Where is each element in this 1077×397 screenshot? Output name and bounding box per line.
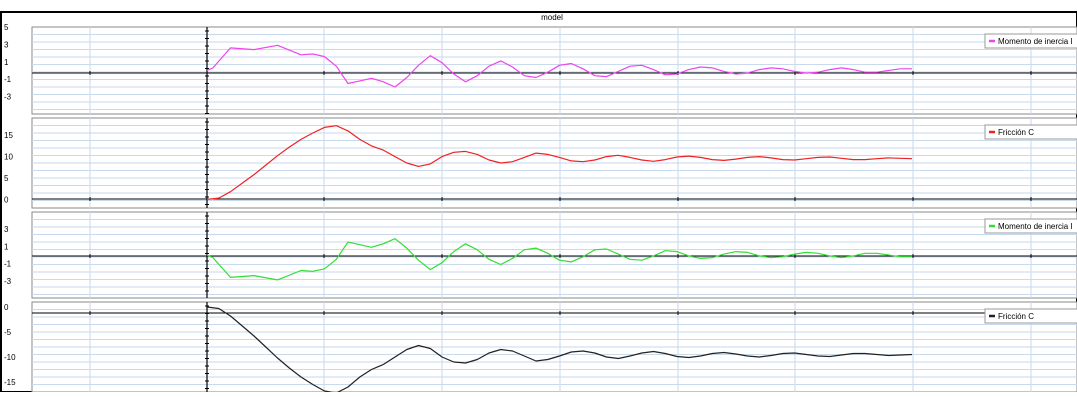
chart-panel-2: 15 10 5 0 Fricción C [4, 117, 1077, 209]
legend-box [984, 124, 1077, 140]
chart-panel-3: 3 1 -1 -3 Momento de inercia I [4, 211, 1077, 299]
series-line [206, 306, 913, 394]
y-tick-label: 1 [4, 242, 9, 251]
legend: Fricción C [984, 124, 1077, 140]
series-line [206, 125, 913, 200]
y-tick-label: -3 [4, 277, 12, 286]
window-title: model [541, 13, 563, 22]
legend-box [984, 33, 1077, 49]
legend-label: Momento de inercia I [998, 37, 1073, 46]
legend-label: Fricción C [998, 312, 1034, 321]
y-tick-label: 10 [4, 153, 13, 162]
legend-label: Fricción C [998, 128, 1034, 137]
legend: Momento de inercia I [984, 33, 1077, 49]
legend-label: Momento de inercia I [998, 222, 1073, 231]
chart-panel-1: 5 3 1 -1 -3 Momento de inercia I [4, 23, 1077, 115]
plot-area [31, 26, 1077, 115]
legend-box [984, 308, 1077, 324]
y-tick-label: 0 [4, 195, 9, 204]
y-tick-label: -1 [4, 260, 12, 269]
y-tick-label: 3 [4, 40, 9, 49]
legend: Fricción C [984, 308, 1077, 324]
y-tick-label: -1 [4, 75, 12, 84]
y-tick-label: 3 [4, 225, 9, 234]
y-tick-label: -3 [4, 93, 12, 102]
chart-panel-4: 0 -5 -10 -15 Fricción C [4, 301, 1077, 394]
y-tick-label: 0 [4, 303, 9, 312]
y-tick-label: 5 [4, 174, 9, 183]
y-tick-label: 1 [4, 58, 9, 67]
legend: Momento de inercia I [984, 218, 1077, 234]
y-tick-label: -15 [4, 378, 16, 387]
y-tick-label: -5 [4, 328, 12, 337]
y-tick-label: 5 [4, 23, 9, 32]
plot-area [31, 211, 1077, 299]
legend-box [984, 218, 1077, 234]
y-tick-label: 15 [4, 131, 13, 140]
series-line [206, 44, 912, 88]
y-tick-label: -10 [4, 353, 16, 362]
series-line [206, 238, 912, 281]
